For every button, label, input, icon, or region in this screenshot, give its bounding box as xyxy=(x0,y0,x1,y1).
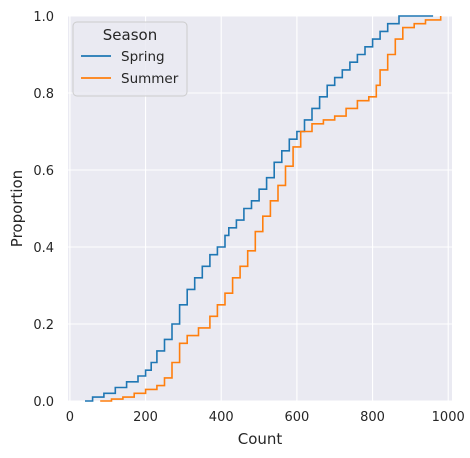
series-layer xyxy=(85,15,442,402)
series-line-summer xyxy=(100,16,442,402)
x-axis-label: Count xyxy=(238,430,283,448)
legend: Season Spring Summer xyxy=(72,21,188,97)
x-tick-label: 600 xyxy=(284,410,309,425)
x-tick-label: 0 xyxy=(66,410,74,425)
x-tick-label: 400 xyxy=(209,410,234,425)
legend-title: Season xyxy=(103,26,157,44)
tick-labels: 0 200 400 600 800 1000 0.0 0.2 0.4 0.6 0.8 1.0 xyxy=(33,10,464,425)
grid-lines xyxy=(68,15,452,402)
y-tick-label: 0.8 xyxy=(33,87,54,102)
x-tick-label: 1000 xyxy=(432,410,465,425)
legend-items: Spring Summer xyxy=(81,49,179,87)
y-tick-label: 1.0 xyxy=(33,10,54,25)
y-axis-label: Proportion xyxy=(8,170,26,247)
x-tick-label: 200 xyxy=(133,410,158,425)
y-tick-label: 0.2 xyxy=(33,318,54,333)
y-tick-label: 0.4 xyxy=(33,241,54,256)
y-tick-label: 0.6 xyxy=(33,164,54,179)
legend-label-spring: Spring xyxy=(121,49,165,65)
x-tick-label: 800 xyxy=(360,410,385,425)
series-line-spring xyxy=(85,15,434,402)
legend-label-summer: Summer xyxy=(121,71,179,87)
y-tick-label: 0.0 xyxy=(33,395,54,410)
